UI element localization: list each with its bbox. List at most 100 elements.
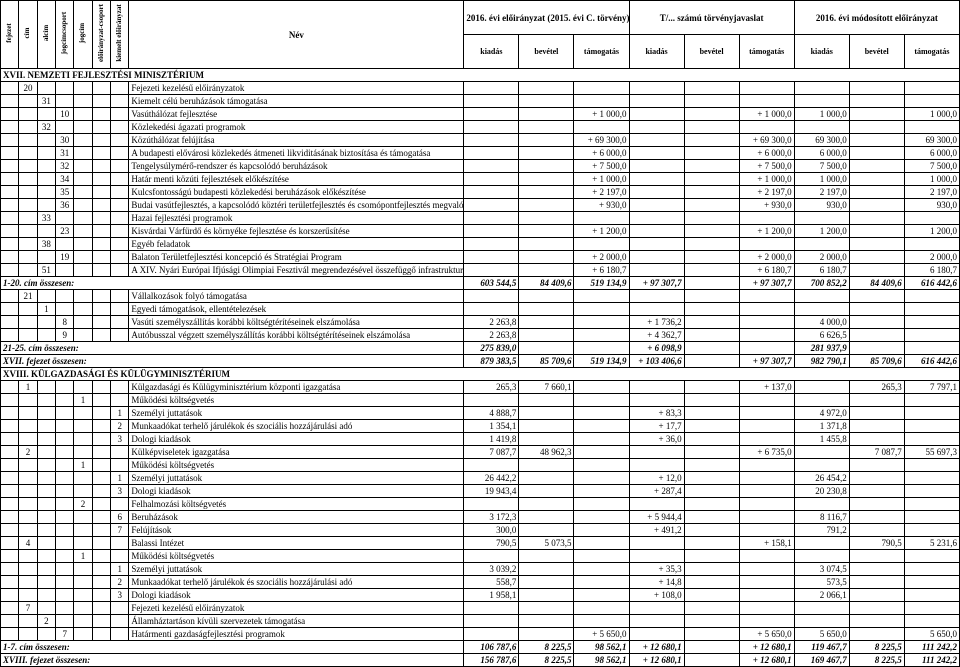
code-cell [74,82,92,95]
value-cell: 7 797,1 [904,381,959,394]
value-cell: 8 116,7 [794,511,849,524]
code-cell [1,82,19,95]
value-cell [739,303,794,316]
summary-value: + 103 406,6 [629,355,684,368]
hdr-sub: bevétel [519,35,574,69]
value-cell [519,199,574,212]
code-cell [56,446,74,459]
value-cell [464,238,519,251]
value-cell [629,459,684,472]
value-cell [739,615,794,628]
summary-value: 281 937,9 [794,342,849,355]
hdr-sub: bevétel [684,35,739,69]
code-cell [19,433,37,446]
code-cell [56,511,74,524]
value-cell: 3 074,5 [794,563,849,576]
value-cell [849,563,904,576]
code-cell [37,381,55,394]
value-cell [629,238,684,251]
code-cell [1,563,19,576]
section-cell: XVII. NEMZETI FEJLESZTÉSI MINISZTÉRIUM [1,69,960,82]
value-cell [574,407,629,420]
value-cell: + 5 944,4 [629,511,684,524]
table-row: 19Balaton Területfejlesztési koncepció é… [1,251,960,264]
section-cell: XVIII. KÜLGAZDASÁGI ÉS KÜLÜGYMINISZTÉRIU… [1,368,960,381]
value-cell: 5 231,6 [904,537,959,550]
code-cell [19,589,37,602]
code-cell [1,446,19,459]
code-cell [92,511,110,524]
value-cell [464,251,519,264]
summary-value: + 97 307,7 [739,355,794,368]
code-cell: 32 [56,160,74,173]
code-cell [92,459,110,472]
value-cell [519,225,574,238]
code-cell [92,550,110,563]
value-cell: 1 000,0 [794,173,849,186]
value-cell: 1 000,0 [904,173,959,186]
value-cell [629,173,684,186]
code-cell [19,498,37,511]
code-cell [37,420,55,433]
code-cell: 10 [56,108,74,121]
value-cell [849,459,904,472]
code-cell [37,576,55,589]
value-cell [574,615,629,628]
value-cell: 3 172,3 [464,511,519,524]
code-cell: 1 [74,394,92,407]
code-cell [1,511,19,524]
value-cell [684,82,739,95]
hdr-eloir-csoport: előirányzat-csoport [92,1,110,69]
value-cell [684,420,739,433]
code-cell [1,186,19,199]
value-cell [904,433,959,446]
code-cell [1,589,19,602]
value-cell [684,524,739,537]
table-header: fejezet cím alcím jogcímcsoport jogcím e… [1,1,960,69]
summary-value: 519 134,9 [574,277,629,290]
code-cell [111,82,129,95]
code-cell [74,576,92,589]
table-row: 6Beruházások3 172,3+ 5 944,48 116,7 [1,511,960,524]
summary-value: 85 709,6 [519,355,574,368]
code-cell [92,186,110,199]
code-cell [37,498,55,511]
code-cell [56,472,74,485]
value-cell [574,485,629,498]
value-cell [629,394,684,407]
value-cell [684,95,739,108]
summary-value: 85 709,6 [849,355,904,368]
name-cell: Dologi kiadások [129,433,464,446]
value-cell [684,433,739,446]
table-row: 1Külgazdasági és Külügyminisztérium közp… [1,381,960,394]
value-cell [904,498,959,511]
value-cell [739,407,794,420]
code-cell [111,186,129,199]
value-cell [739,212,794,225]
value-cell [684,160,739,173]
hdr-jogcimcsoport: jogcímcsoport [56,1,74,69]
value-cell [519,147,574,160]
value-cell [684,108,739,121]
value-cell: 1 200,0 [904,225,959,238]
value-cell [684,238,739,251]
table-row: 3Dologi kiadások19 943,4+ 287,420 230,8 [1,485,960,498]
name-cell: Kiemelt célú beruházások támogatása [129,95,464,108]
code-cell [19,550,37,563]
value-cell [849,511,904,524]
code-cell [111,628,129,641]
value-cell [794,602,849,615]
value-cell [519,511,574,524]
value-cell [849,82,904,95]
table-row: 1Működési költségvetés [1,394,960,407]
value-cell [849,303,904,316]
code-cell [56,95,74,108]
code-cell: 36 [56,199,74,212]
code-cell: 3 [111,433,129,446]
value-cell [519,589,574,602]
code-cell [92,446,110,459]
value-cell: 6 180,7 [794,264,849,277]
value-cell [739,511,794,524]
value-cell [574,420,629,433]
code-cell [111,381,129,394]
